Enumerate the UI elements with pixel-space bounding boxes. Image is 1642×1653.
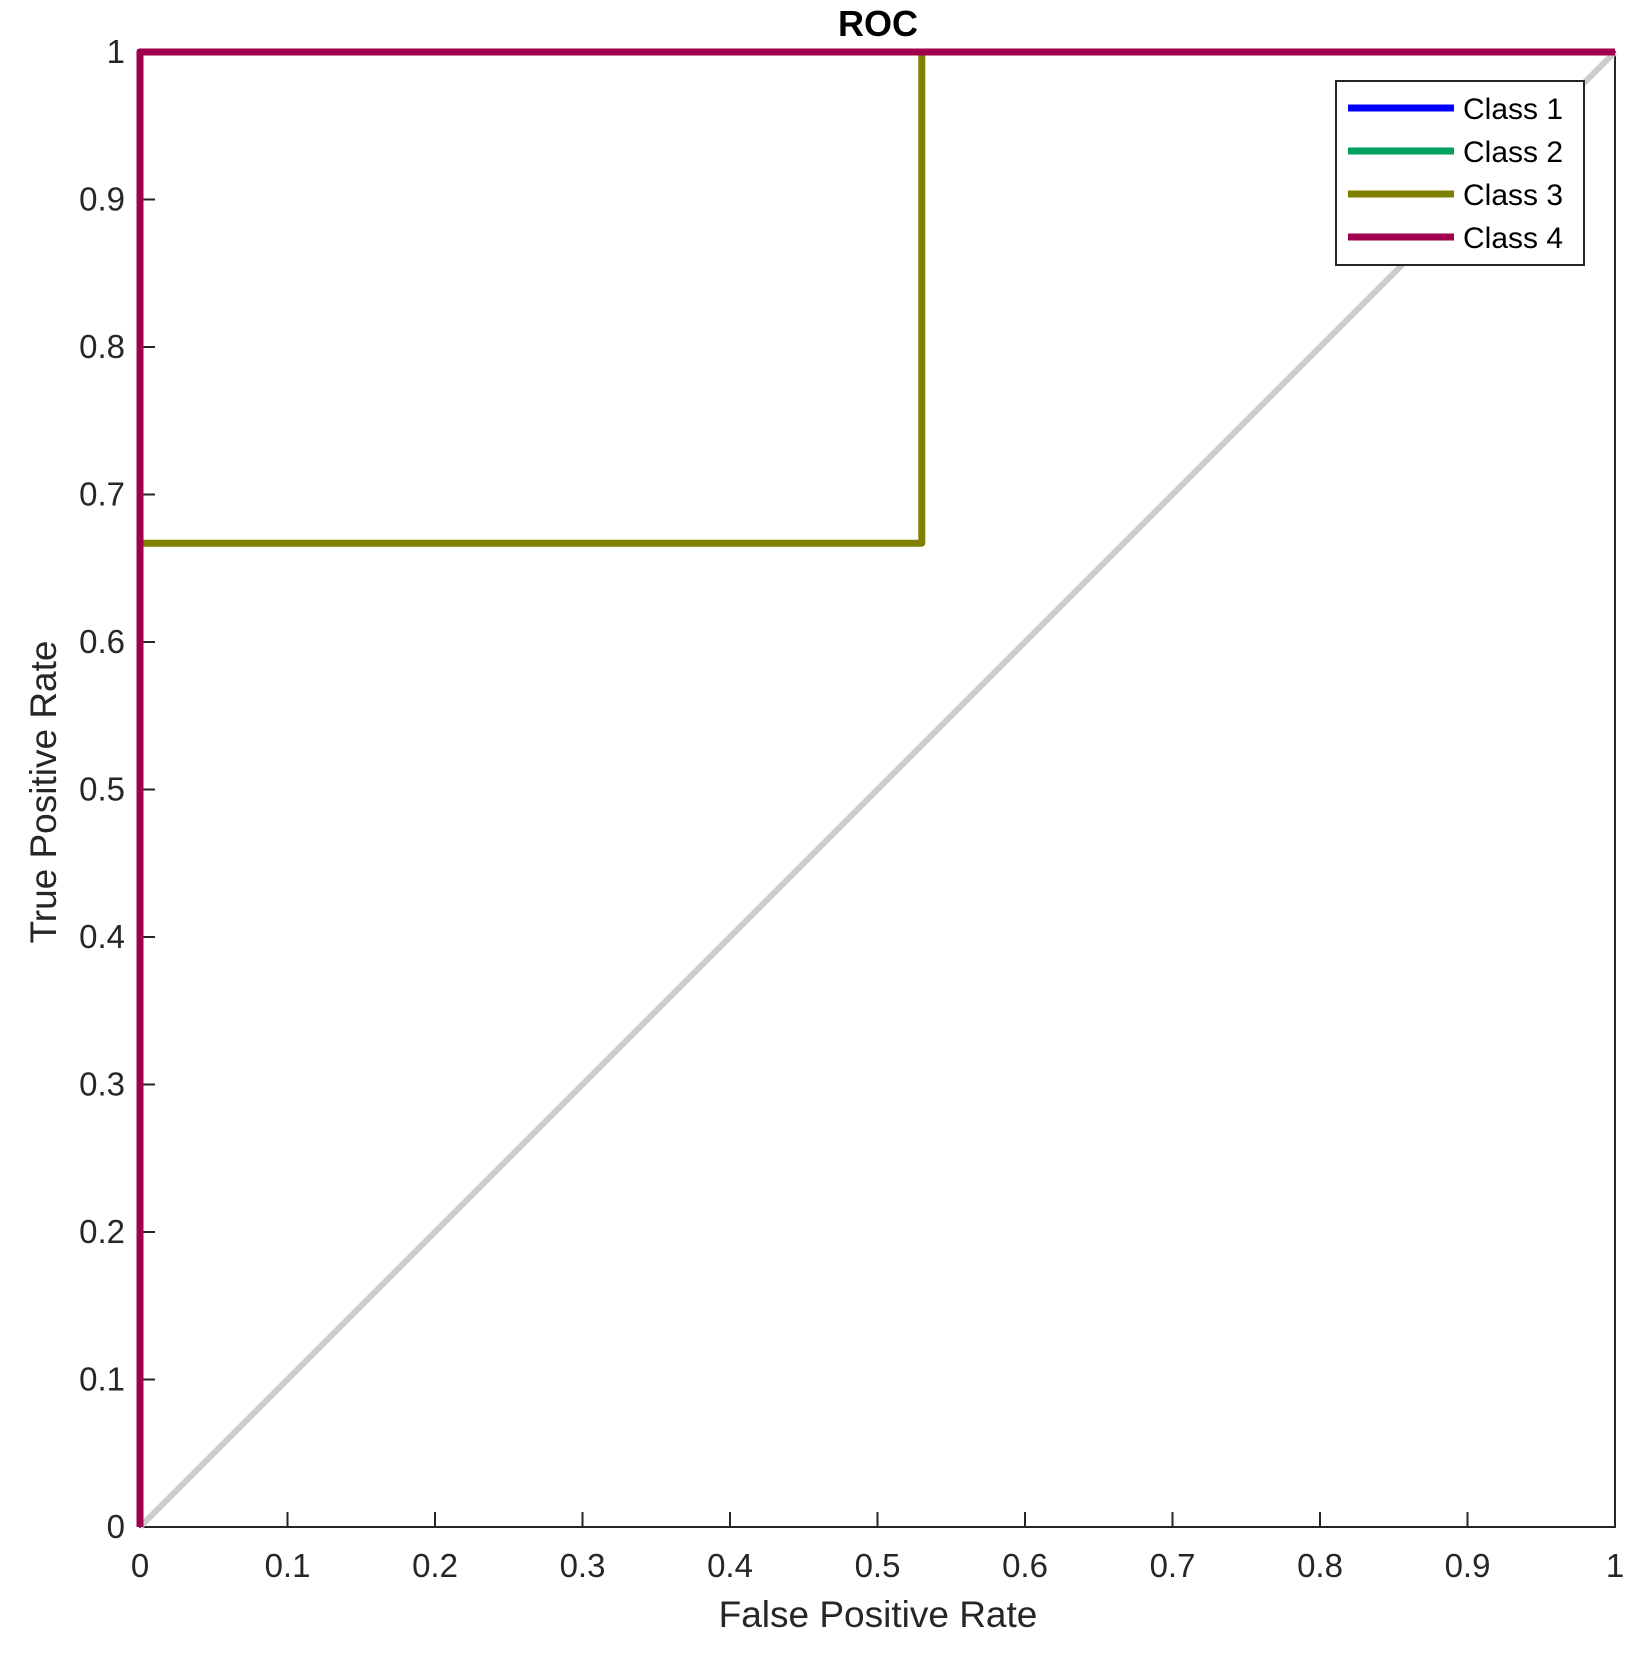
chart-title: ROC — [838, 3, 918, 44]
x-tick-label: 0.7 — [1150, 1547, 1196, 1584]
y-tick-label: 0 — [107, 1508, 125, 1545]
x-tick-label: 0.8 — [1297, 1547, 1343, 1584]
y-tick-label: 0.6 — [79, 623, 125, 660]
reference-diagonal-line — [137, 49, 1618, 1530]
y-tick-label: 0.1 — [79, 1361, 125, 1398]
y-axis-label: True Positive Rate — [23, 641, 64, 944]
x-tick-label: 0.3 — [560, 1547, 606, 1584]
x-tick-label: 1 — [1606, 1547, 1624, 1584]
y-tick-label: 0.3 — [79, 1066, 125, 1103]
x-tick-label: 0.6 — [1002, 1547, 1048, 1584]
x-tick-label: 0.9 — [1445, 1547, 1491, 1584]
x-axis-label: False Positive Rate — [719, 1594, 1038, 1635]
y-tick-label: 0.9 — [79, 181, 125, 218]
series-line-class-4 — [136, 48, 1615, 1527]
y-tick-label: 0.5 — [79, 771, 125, 808]
x-tick-label: 0.1 — [265, 1547, 311, 1584]
y-tick-label: 0.4 — [79, 918, 125, 955]
plot-area: 0 0.1 0.2 0.3 0.4 0.5 0.6 0.7 0.8 0.9 1 0 0.1 0.2 0.3 0… — [79, 33, 1624, 1584]
x-tick-label: 0.5 — [855, 1547, 901, 1584]
y-tick-label: 0.7 — [79, 476, 125, 513]
x-tick-label: 0 — [131, 1547, 149, 1584]
y-tick-label: 1 — [107, 33, 125, 70]
legend-label-class-4: Class 4 — [1463, 222, 1563, 255]
legend-label-class-1: Class 1 — [1463, 93, 1563, 126]
y-tick-label: 0.8 — [79, 328, 125, 365]
x-tick-label: 0.2 — [412, 1547, 458, 1584]
legend-label-class-3: Class 3 — [1463, 179, 1563, 212]
legend-label-class-2: Class 2 — [1463, 136, 1563, 169]
x-tick-label: 0.4 — [707, 1547, 753, 1584]
y-tick-label: 0.2 — [79, 1213, 125, 1250]
legend: Class 1 Class 2 Class 3 Class 4 — [1335, 80, 1585, 266]
